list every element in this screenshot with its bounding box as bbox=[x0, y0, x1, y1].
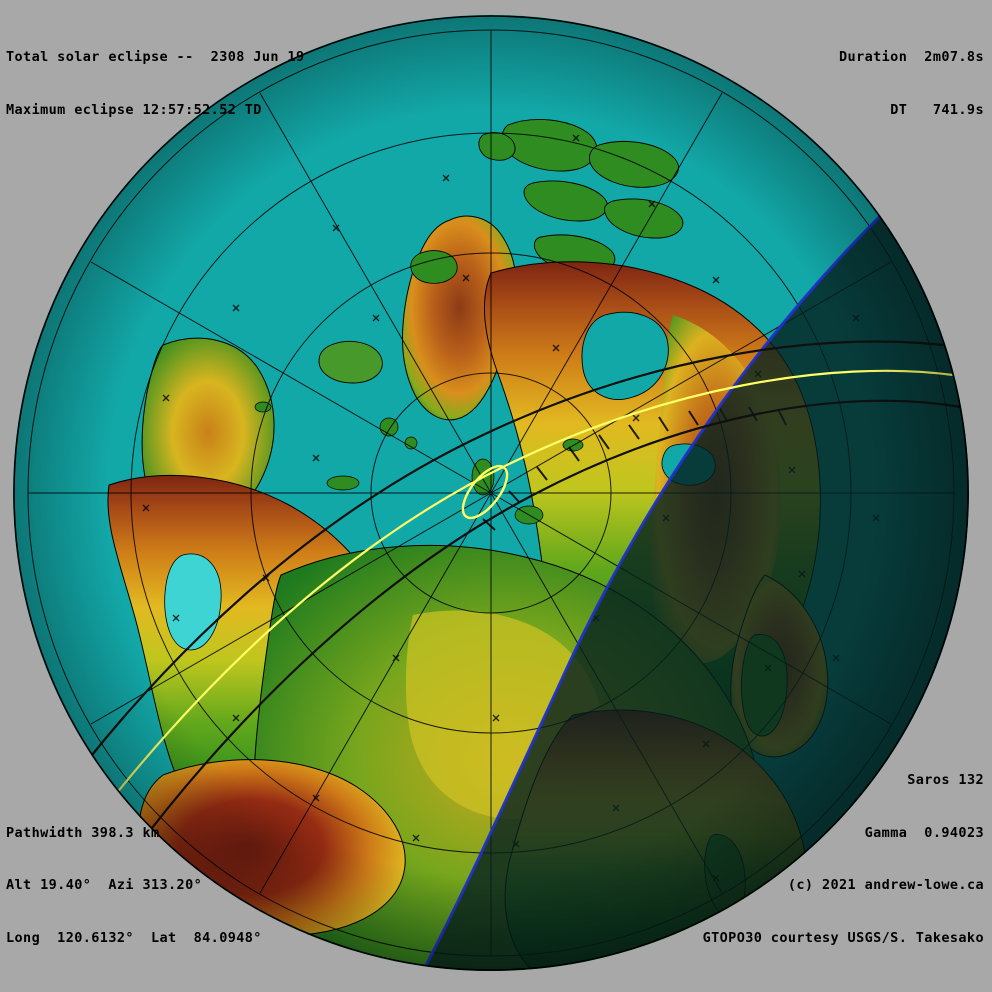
duration-label: Duration 2m07.8s bbox=[839, 49, 984, 65]
earth-globe bbox=[13, 15, 969, 971]
eclipse-credits-block: Saros 132 Gamma 0.94023 (c) 2021 andrew-… bbox=[703, 737, 984, 982]
eclipse-geometry-block: Pathwidth 398.3 km Alt 19.40° Azi 313.20… bbox=[6, 790, 262, 983]
eclipse-duration-block: Duration 2m07.8s DT 741.9s bbox=[839, 14, 984, 154]
globe-graphics bbox=[13, 15, 969, 971]
saros-label: Saros 132 bbox=[907, 772, 984, 788]
delta-t-label: DT 741.9s bbox=[890, 101, 984, 118]
altitude-azimuth-label: Alt 19.40° Azi 313.20° bbox=[6, 877, 203, 893]
eclipse-title-block: Total solar eclipse -- 2308 Jun 19 Maxim… bbox=[6, 14, 304, 154]
gamma-label: Gamma 0.94023 bbox=[864, 824, 984, 841]
maximum-eclipse-time: Maximum eclipse 12:57:52.52 TD bbox=[6, 101, 262, 118]
eclipse-title: Total solar eclipse -- 2308 Jun 19 bbox=[6, 49, 305, 65]
copyright-label: (c) 2021 andrew-lowe.ca bbox=[787, 877, 984, 893]
pathwidth-label: Pathwidth 398.3 km bbox=[6, 824, 160, 841]
coordinates-label: Long 120.6132° Lat 84.0948° bbox=[6, 929, 262, 946]
globe-outline bbox=[13, 15, 969, 971]
limb-shading bbox=[13, 15, 969, 971]
data-credit-label: GTOPO30 courtesy USGS/S. Takesako bbox=[702, 929, 984, 946]
